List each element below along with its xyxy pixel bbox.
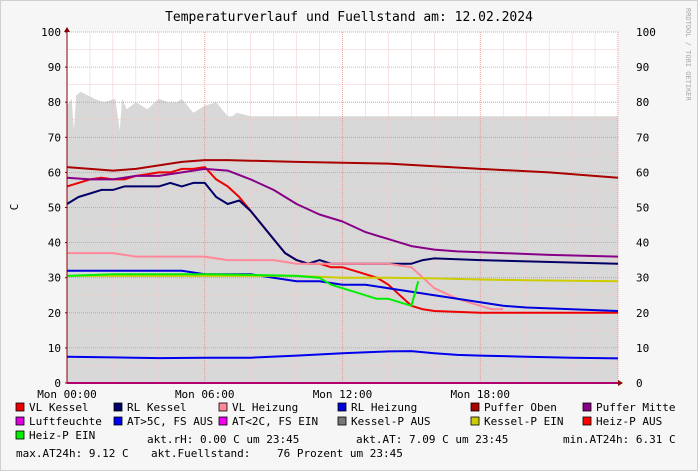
legend-item: Kessel-P EIN: [470, 415, 563, 428]
x-tick-label: Mon 06:00: [175, 388, 235, 401]
y-tick-label-left: 60: [48, 166, 61, 179]
grid: [66, 31, 619, 384]
y-axis-arrow: [64, 27, 70, 32]
stat-max: max.AT24h: 9.12 C: [16, 447, 129, 460]
y-tick-label-right: 30: [636, 272, 649, 285]
stat-fill-value: 76 Prozent um 23:45: [277, 447, 403, 460]
fill-level-area-shape: [67, 91, 618, 383]
y-tick-label-right: 60: [636, 166, 649, 179]
legend-swatch: [15, 416, 25, 426]
legend-swatch: [337, 416, 347, 426]
legend-swatch: [470, 402, 480, 412]
legend-swatch: [470, 416, 480, 426]
legend-item: Puffer Mitte: [582, 401, 675, 414]
series-line: [66, 159, 619, 179]
x-axis-arrow: [618, 380, 623, 386]
stat-fill-label: akt.Fuellstand:: [151, 447, 250, 460]
legend-label: Kessel-P EIN: [484, 415, 563, 428]
legend-swatch: [582, 402, 592, 412]
legend-swatch: [15, 430, 25, 440]
legend-swatch: [113, 402, 123, 412]
legend-label: VL Kessel: [29, 401, 89, 414]
y-tick-label-left: 80: [48, 96, 61, 109]
legend-swatch: [218, 416, 228, 426]
legend-swatch: [15, 402, 25, 412]
legend-item: Heiz-P EIN: [15, 429, 95, 442]
series-line: [67, 269, 619, 312]
y-tick-label-right: 50: [636, 202, 649, 215]
series-line: [66, 350, 619, 360]
y-tick-label-right: 0: [636, 377, 643, 390]
legend-label: AT<2C, FS EIN: [232, 415, 318, 428]
axes: 0 0 10 10 20 20 30 30 40 40 50 50 60 60 70 70 80 80 90 90 10…: [37, 26, 656, 401]
stat-min: min.AT24h: 6.31 C: [563, 433, 676, 446]
y-tick-label-left: 30: [48, 272, 61, 285]
y-tick-label-left: 20: [48, 307, 61, 320]
y-tick-label-right: 100: [636, 26, 656, 39]
y-tick-label-right: 70: [636, 131, 649, 144]
legend-item: RL Kessel: [113, 401, 187, 414]
y-tick-label-right: 90: [636, 61, 649, 74]
legend-label: Heiz-P EIN: [29, 429, 95, 442]
legend: VL Kessel RL Kessel VL Heizung RL Heizung Pu…: [15, 401, 675, 442]
series-line: [67, 252, 504, 311]
y-tick-label-left: 40: [48, 237, 61, 250]
legend-swatch: [113, 416, 123, 426]
x-tick-label: Mon 18:00: [450, 388, 510, 401]
fill-level-area: [67, 91, 618, 383]
y-tick-label-left: 100: [41, 26, 61, 39]
y-tick-label-left: 10: [48, 342, 61, 355]
legend-swatch: [582, 416, 592, 426]
legend-item: Heiz-P AUS: [582, 415, 662, 428]
y-tick-label-left: 50: [48, 202, 61, 215]
legend-item: AT>5C, FS AUS: [113, 415, 213, 428]
watermark: RRDTOOL / TOBI OETIKER: [684, 8, 692, 102]
legend-label: Kessel-P AUS: [351, 415, 430, 428]
x-tick-label: Mon 00:00: [37, 388, 97, 401]
legend-item: Kessel-P AUS: [337, 415, 430, 428]
legend-label: Luftfeuchte: [29, 415, 102, 428]
legend-item: Luftfeuchte: [15, 415, 102, 428]
stat-at: akt.AT: 7.09 C um 23:45: [356, 433, 508, 446]
legend-swatch: [218, 402, 228, 412]
legend-item: RL Heizung: [337, 401, 417, 414]
legend-item: Puffer Oben: [470, 401, 557, 414]
stat-rh: akt.rH: 0.00 C um 23:45: [147, 433, 299, 446]
chart-title: Temperaturverlauf und Fuellstand am: 12.…: [165, 10, 533, 25]
legend-swatch: [337, 402, 347, 412]
series-line: [66, 167, 619, 258]
y-tick-label-right: 20: [636, 307, 649, 320]
y-tick-label-left: 0: [54, 377, 61, 390]
y-tick-label-left: 90: [48, 61, 61, 74]
legend-label: Puffer Oben: [484, 401, 557, 414]
legend-item: VL Heizung: [218, 401, 298, 414]
y-tick-label-right: 80: [636, 96, 649, 109]
legend-label: AT>5C, FS AUS: [127, 415, 213, 428]
y-tick-label-right: 40: [636, 237, 649, 250]
legend-label: Puffer Mitte: [596, 401, 675, 414]
y-tick-label-right: 10: [636, 342, 649, 355]
legend-label: RL Heizung: [351, 401, 417, 414]
legend-item: AT<2C, FS EIN: [218, 415, 318, 428]
legend-label: RL Kessel: [127, 401, 187, 414]
y-axis-label: C: [8, 204, 21, 211]
legend-label: VL Heizung: [232, 401, 298, 414]
y-tick-label-left: 70: [48, 131, 61, 144]
series-line: [66, 273, 420, 307]
x-tick-label: Mon 12:00: [313, 388, 373, 401]
legend-item: VL Kessel: [15, 401, 89, 414]
legend-label: Heiz-P AUS: [596, 415, 662, 428]
